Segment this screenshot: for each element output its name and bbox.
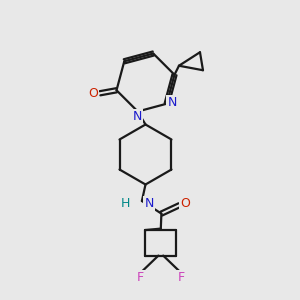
Text: H: H [121,197,130,210]
Text: O: O [181,197,190,210]
Text: O: O [88,87,98,100]
Text: N: N [144,197,154,210]
Text: F: F [137,271,144,284]
Text: N: N [133,110,142,123]
Text: N: N [167,96,177,109]
Text: F: F [177,271,184,284]
